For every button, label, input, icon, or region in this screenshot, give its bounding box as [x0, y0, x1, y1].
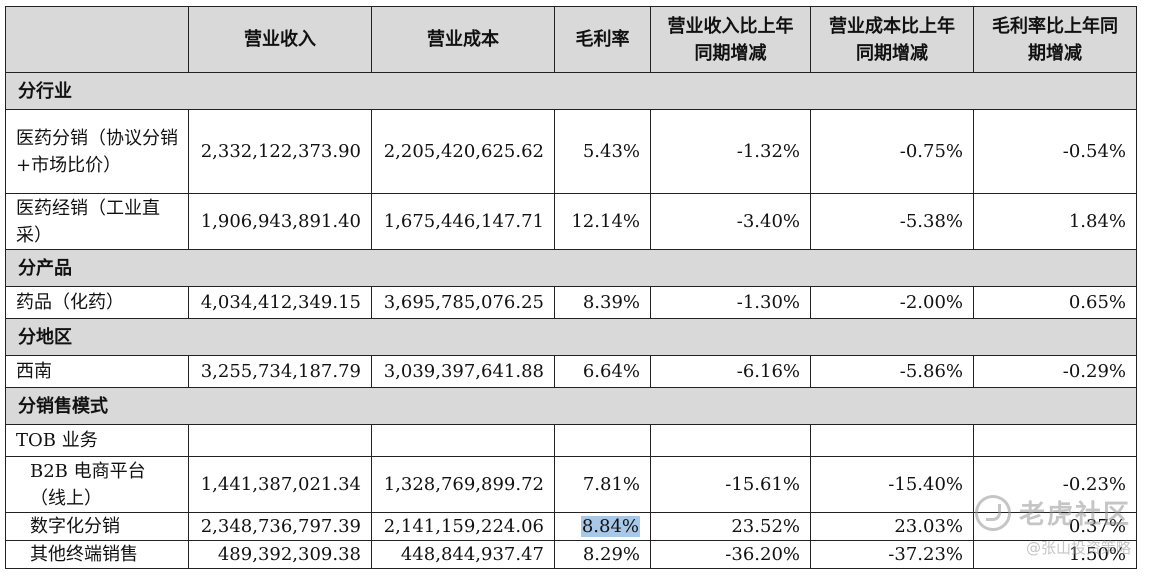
- cell-cost: 2,205,420,625.62: [371, 109, 555, 194]
- row-label: TOB 业务: [5, 424, 189, 457]
- table-row: 其他终端销售 489,392,309.38 448,844,937.47 8.2…: [5, 540, 1137, 569]
- cell-cost-change: 23.03%: [810, 512, 974, 541]
- cell-revenue: 2,348,736,797.39: [188, 512, 372, 541]
- cell-margin: 8.39%: [554, 286, 651, 319]
- row-label: B2B 电商平台（线上）: [5, 456, 189, 513]
- row-label: 医药分销（协议分销+市场比价）: [5, 109, 189, 194]
- cell-cost: 3,695,785,076.25: [371, 286, 555, 319]
- header-cost: 营业成本: [371, 6, 555, 73]
- cell-revenue-change: -1.30%: [650, 286, 811, 319]
- table-row: 西南 3,255,734,187.79 3,039,397,641.88 6.6…: [5, 355, 1137, 388]
- cell-revenue-change: -15.61%: [650, 456, 811, 513]
- cell-revenue-change: -6.16%: [650, 355, 811, 388]
- cell-revenue: 489,392,309.38: [188, 540, 372, 569]
- cell-cost-change: -5.86%: [810, 355, 974, 388]
- cell-revenue: 2,332,122,373.90: [188, 109, 372, 194]
- cell-revenue-change: -1.32%: [650, 109, 811, 194]
- cell-cost: 3,039,397,641.88: [371, 355, 555, 388]
- section-row-product: 分产品: [5, 249, 1137, 287]
- cell-margin-change: -0.23%: [973, 456, 1137, 513]
- cell-margin: 8.84%: [554, 512, 651, 541]
- table-row: 医药经销（工业直采） 1,906,943,891.40 1,675,446,14…: [5, 193, 1137, 250]
- cell-empty: [810, 424, 974, 457]
- cell-margin-change: 1.84%: [973, 193, 1137, 250]
- header-revenue-change: 营业收入比上年同期增减: [650, 6, 811, 73]
- table-row: 医药分销（协议分销+市场比价） 2,332,122,373.90 2,205,4…: [5, 109, 1137, 194]
- cell-margin: 6.64%: [554, 355, 651, 388]
- section-label: 分产品: [5, 249, 1137, 287]
- cell-margin: 5.43%: [554, 109, 651, 194]
- section-label: 分销售模式: [5, 387, 1137, 425]
- table-row: TOB 业务: [5, 424, 1137, 457]
- cell-revenue-change: 23.52%: [650, 512, 811, 541]
- cell-margin-change: 0.65%: [973, 286, 1137, 319]
- cell-empty: [973, 424, 1137, 457]
- cell-revenue: 3,255,734,187.79: [188, 355, 372, 388]
- header-empty: [5, 6, 189, 73]
- cell-margin-change: -0.54%: [973, 109, 1137, 194]
- header-margin-change: 毛利率比上年同期增减: [973, 6, 1137, 73]
- section-row-industry: 分行业: [5, 72, 1137, 110]
- section-row-sales-model: 分销售模式: [5, 387, 1137, 425]
- row-label: 西南: [5, 355, 189, 388]
- cell-margin-change: -0.29%: [973, 355, 1137, 388]
- cell-empty: [554, 424, 651, 457]
- cell-cost-change: -0.75%: [810, 109, 974, 194]
- table-row: 数字化分销 2,348,736,797.39 2,141,159,224.06 …: [5, 512, 1137, 541]
- cell-revenue-change: -36.20%: [650, 540, 811, 569]
- cell-cost: 1,675,446,147.71: [371, 193, 555, 250]
- row-label: 其他终端销售: [5, 540, 189, 569]
- cell-revenue-change: -3.40%: [650, 193, 811, 250]
- row-label: 数字化分销: [5, 512, 189, 541]
- table-row: B2B 电商平台（线上） 1,441,387,021.34 1,328,769,…: [5, 456, 1137, 513]
- header-margin: 毛利率: [554, 6, 651, 73]
- cell-margin-change: 0.37%: [973, 512, 1137, 541]
- section-label: 分行业: [5, 72, 1137, 110]
- cell-cost: 2,141,159,224.06: [371, 512, 555, 541]
- cell-empty: [650, 424, 811, 457]
- cell-cost: 1,328,769,899.72: [371, 456, 555, 513]
- cell-cost-change: -5.38%: [810, 193, 974, 250]
- section-label: 分地区: [5, 318, 1137, 356]
- table-row: 药品（化药） 4,034,412,349.15 3,695,785,076.25…: [5, 286, 1137, 319]
- table-header-row: 营业收入 营业成本 毛利率 营业收入比上年同期增减 营业成本比上年同期增减 毛利…: [5, 6, 1137, 73]
- cell-cost-change: -2.00%: [810, 286, 974, 319]
- cell-margin: 8.29%: [554, 540, 651, 569]
- row-label: 药品（化药）: [5, 286, 189, 319]
- selected-text-highlight[interactable]: 8.84%: [580, 516, 640, 537]
- cell-revenue: 4,034,412,349.15: [188, 286, 372, 319]
- section-row-region: 分地区: [5, 318, 1137, 356]
- cell-cost: 448,844,937.47: [371, 540, 555, 569]
- cell-revenue: 1,906,943,891.40: [188, 193, 372, 250]
- cell-empty: [188, 424, 372, 457]
- header-cost-change: 营业成本比上年同期增减: [810, 6, 974, 73]
- cell-margin: 12.14%: [554, 193, 651, 250]
- header-revenue: 营业收入: [188, 6, 372, 73]
- financial-table: 营业收入 营业成本 毛利率 营业收入比上年同期增减 营业成本比上年同期增减 毛利…: [5, 6, 1137, 569]
- cell-margin-change: 1.50%: [973, 540, 1137, 569]
- cell-margin: 7.81%: [554, 456, 651, 513]
- row-label: 医药经销（工业直采）: [5, 193, 189, 250]
- cell-cost-change: -15.40%: [810, 456, 974, 513]
- cell-cost-change: -37.23%: [810, 540, 974, 569]
- cell-revenue: 1,441,387,021.34: [188, 456, 372, 513]
- cell-empty: [371, 424, 555, 457]
